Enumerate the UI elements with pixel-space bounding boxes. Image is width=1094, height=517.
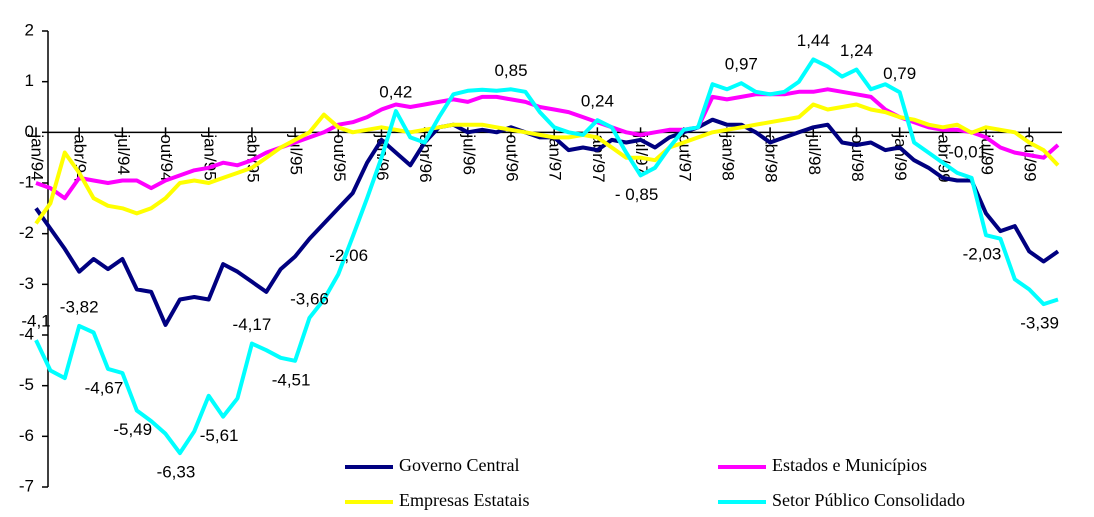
data-label: -3,66 <box>290 289 329 308</box>
x-tick-label: jan/94 <box>28 133 47 180</box>
y-tick-label: 0 <box>25 122 34 141</box>
data-label: 0,97 <box>725 55 758 74</box>
data-label: -2,03 <box>963 245 1002 264</box>
y-tick-label: -7 <box>19 476 34 495</box>
y-tick-label: -4 <box>19 324 34 343</box>
data-label: -3,82 <box>60 297 99 316</box>
data-label: -2,06 <box>329 246 368 265</box>
data-label: -0,01 <box>948 142 987 161</box>
data-label: - 0,85 <box>615 185 658 204</box>
x-tick-label: out/98 <box>848 134 867 181</box>
legend-label: Governo Central <box>399 455 519 475</box>
data-label: -6,33 <box>157 463 196 482</box>
data-label: -4,51 <box>272 370 311 389</box>
data-label: -5,49 <box>113 420 152 439</box>
x-tick-label: out/94 <box>157 134 176 181</box>
data-label: -4,67 <box>85 378 124 397</box>
x-tick-label: jan/98 <box>718 133 737 180</box>
x-tick-label: jan/97 <box>546 133 565 180</box>
data-label: 0,24 <box>581 92 614 111</box>
data-label: 0,79 <box>883 64 916 83</box>
y-tick-label: -3 <box>19 274 34 293</box>
x-tick-label: out/95 <box>330 134 349 181</box>
y-tick-label: -6 <box>19 426 34 445</box>
x-tick-label: abr/99 <box>934 134 953 182</box>
x-tick-label: jul/96 <box>459 133 478 175</box>
data-label: 1,44 <box>797 31 830 50</box>
x-tick-label: jul/98 <box>805 133 824 175</box>
series-line <box>34 102 1060 225</box>
data-label: -5,61 <box>200 426 239 445</box>
legend-label: Empresas Estatais <box>399 490 529 510</box>
x-tick-label: jan/99 <box>891 133 910 180</box>
series-line <box>34 57 1059 456</box>
y-tick-label: 2 <box>25 20 34 39</box>
y-tick-label: -5 <box>19 375 34 394</box>
series-line <box>35 87 1060 201</box>
x-tick-label: abr/98 <box>762 134 781 182</box>
x-tick-label: jul/94 <box>114 133 133 175</box>
y-tick-label: -1 <box>19 172 34 191</box>
x-tick-label: jan/95 <box>200 133 219 180</box>
data-label: -3,39 <box>1020 314 1059 333</box>
data-label: -4,17 <box>233 315 272 334</box>
data-label: -4,1 <box>21 312 50 331</box>
legend-label: Estados e Municípios <box>772 455 927 475</box>
x-tick-label: out/97 <box>675 134 694 181</box>
data-label: 1,24 <box>840 41 873 60</box>
y-tick-label: 1 <box>25 71 34 90</box>
data-label: 0,85 <box>494 61 527 80</box>
x-tick-label: out/96 <box>503 134 522 181</box>
y-tick-label: -2 <box>19 223 34 242</box>
legend-label: Setor Público Consolidado <box>772 490 965 510</box>
data-label: 0,42 <box>379 83 412 102</box>
